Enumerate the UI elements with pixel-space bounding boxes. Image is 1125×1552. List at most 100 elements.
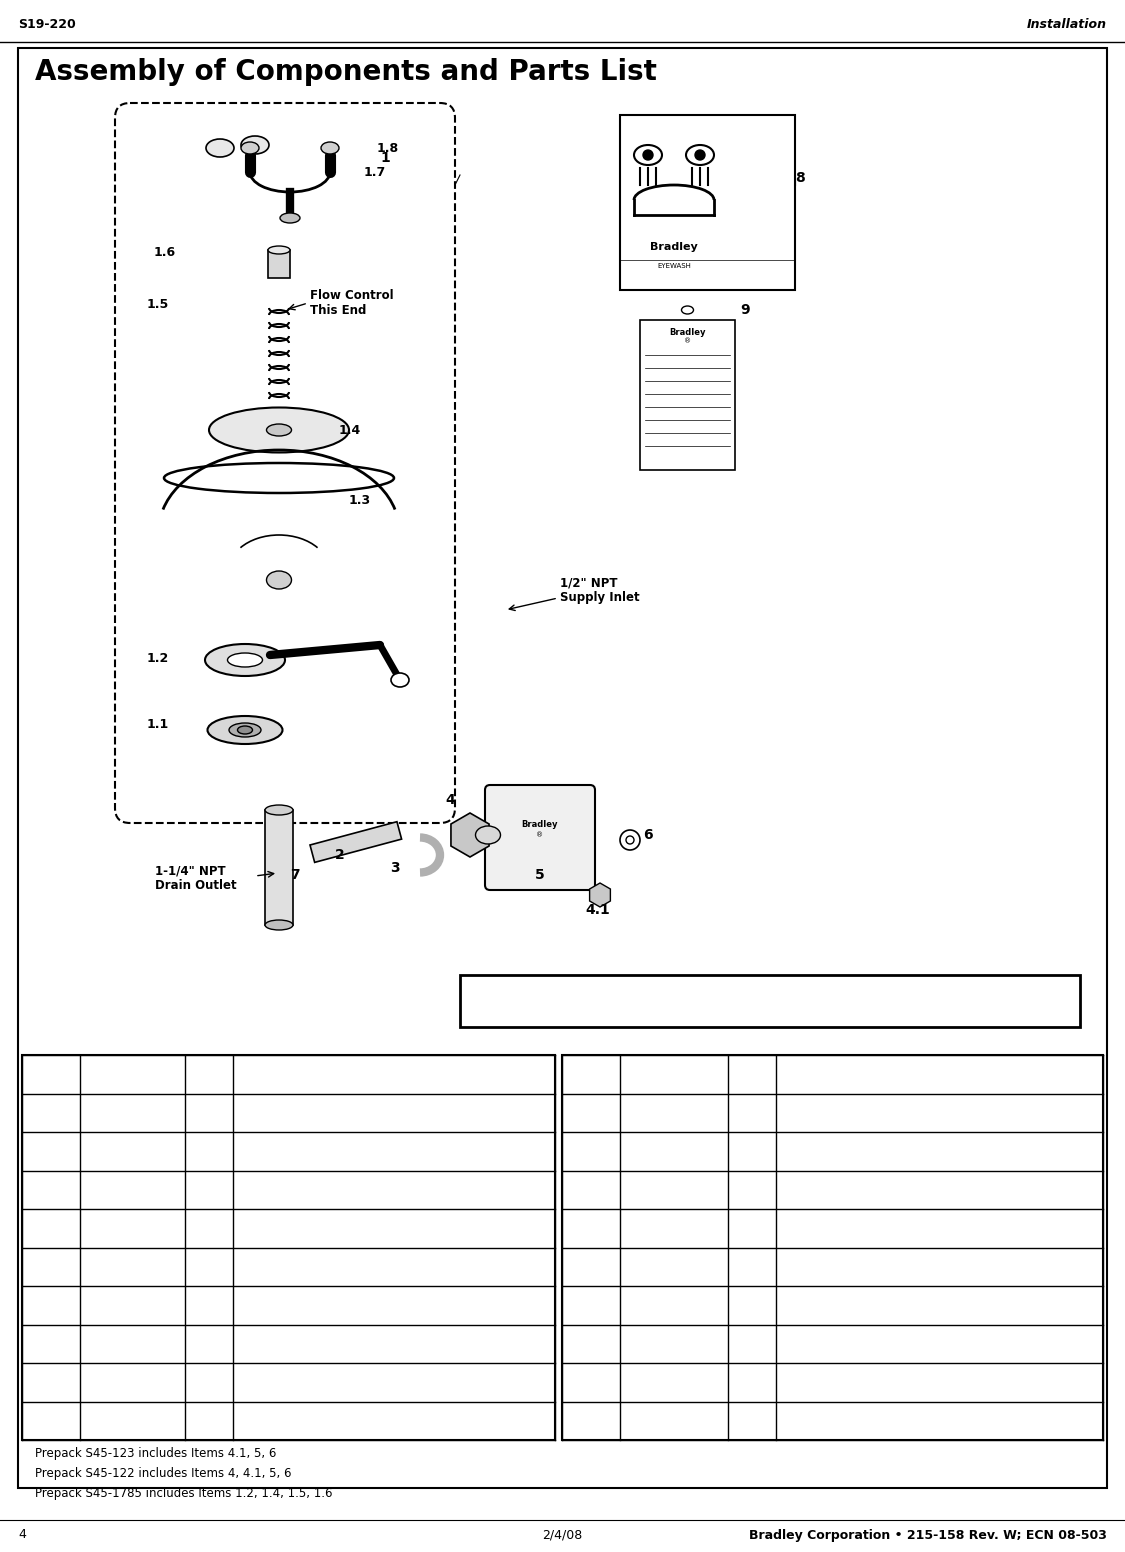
Bar [22, 1055, 555, 1440]
Text: Tailpiece: Tailpiece [784, 1338, 839, 1350]
Text: 1: 1 [748, 1338, 756, 1350]
Text: 1: 1 [380, 151, 390, 165]
Text: 4.1: 4.1 [582, 1221, 601, 1235]
Text: Washer: Washer [784, 1299, 831, 1311]
Text: Bradley: Bradley [669, 327, 705, 337]
Text: 1.1: 1.1 [147, 719, 169, 731]
Text: 3: 3 [390, 861, 399, 875]
Text: Part No.: Part No. [646, 1068, 703, 1080]
Text: 1/2" NPT
Supply Inlet: 1/2" NPT Supply Inlet [560, 576, 640, 604]
Text: Bradley Corporation • 215-158 Rev. W; ECN 08-503: Bradley Corporation • 215-158 Rev. W; EC… [749, 1529, 1107, 1541]
Text: Item: Item [35, 1068, 66, 1080]
Text: 8: 8 [795, 171, 804, 185]
Text: Gasket: Gasket [241, 1183, 285, 1197]
Text: 1: 1 [748, 1414, 756, 1428]
Ellipse shape [686, 144, 714, 165]
Text: Installation: Installation [1027, 19, 1107, 31]
Text: 4: 4 [446, 793, 454, 807]
Text: Bradley: Bradley [650, 242, 698, 251]
Bar [310, 821, 402, 863]
Text: Spacer, Drain: Spacer, Drain [241, 1338, 326, 1350]
Text: 114-051: 114-051 [648, 1375, 700, 1389]
Text: EYEWASH: EYEWASH [657, 262, 691, 268]
Text: Cup Strainer: Cup Strainer [241, 1260, 320, 1273]
Bar [620, 115, 795, 290]
Text: S05-091: S05-091 [107, 1375, 159, 1389]
Text: 142-002DA: 142-002DA [639, 1299, 709, 1311]
Text: Handle, Plastic: Handle, Plastic [784, 1260, 878, 1273]
Text: 113-006LQ: 113-006LQ [640, 1107, 709, 1119]
Ellipse shape [206, 140, 234, 157]
Text: Prepack S45-1785 includes Items 1.2, 1.4, 1.5, 1.6: Prepack S45-1785 includes Items 1.2, 1.4… [35, 1487, 333, 1499]
Text: Elbow: Elbow [784, 1145, 821, 1158]
Text: 4.1: 4.1 [586, 903, 611, 917]
Text: Eyewash Yoke Assembly: Eyewash Yoke Assembly [241, 1375, 393, 1389]
Text: 1.3: 1.3 [349, 494, 371, 506]
Text: 6: 6 [587, 1299, 595, 1311]
Ellipse shape [229, 723, 261, 737]
Text: Assembly of Components and Parts List: Assembly of Components and Parts List [35, 57, 657, 85]
Text: 1: 1 [748, 1145, 756, 1158]
Text: 154-058: 154-058 [107, 1221, 159, 1235]
Ellipse shape [241, 137, 269, 154]
Ellipse shape [209, 408, 349, 453]
Text: 5: 5 [587, 1260, 595, 1273]
Bar [562, 1055, 1102, 1440]
Ellipse shape [266, 805, 292, 815]
Text: 1.3: 1.3 [40, 1221, 61, 1235]
Ellipse shape [266, 920, 292, 930]
Text: Description: Description [784, 1068, 864, 1080]
Text: ®: ® [537, 832, 543, 838]
Text: 7: 7 [587, 1338, 595, 1350]
Text: 124-028: 124-028 [107, 1183, 159, 1197]
Text: 7: 7 [290, 868, 299, 882]
Text: 3: 3 [587, 1145, 595, 1158]
Text: Prepack S45-122 includes Items 4, 4.1, 5, 6: Prepack S45-122 includes Items 4, 4.1, 5… [35, 1467, 291, 1481]
Text: 1: 1 [206, 1260, 214, 1273]
Text: 1.2: 1.2 [40, 1183, 61, 1197]
Text: 110-215: 110-215 [648, 1221, 700, 1235]
Ellipse shape [268, 247, 290, 255]
Text: Plastic Receptor: Plastic Receptor [241, 1221, 342, 1235]
Text: 1: 1 [748, 1183, 756, 1197]
Text: ®: ® [684, 338, 691, 345]
Text: S90-293: S90-293 [107, 1107, 159, 1119]
Bar [266, 810, 292, 925]
Text: 1: 1 [206, 1338, 214, 1350]
Text: 1.7: 1.7 [363, 166, 386, 178]
Bar [268, 250, 290, 278]
Ellipse shape [644, 151, 652, 160]
Text: 1.6: 1.6 [154, 245, 176, 259]
Text: 1: 1 [206, 1145, 214, 1158]
Text: Safety Sign: Safety Sign [784, 1375, 856, 1389]
Text: 128-135: 128-135 [648, 1260, 700, 1273]
Text: 1: 1 [206, 1107, 214, 1119]
Text: 1: 1 [748, 1107, 756, 1119]
Text: 1: 1 [206, 1183, 214, 1197]
Text: Part No.: Part No. [104, 1068, 161, 1080]
Text: 1/2" Ball Valve with Nut: 1/2" Ball Valve with Nut [784, 1183, 933, 1197]
Ellipse shape [392, 674, 410, 688]
Text: 1: 1 [206, 1221, 214, 1235]
Text: 1-1/4" NPT
Drain Outlet: 1-1/4" NPT Drain Outlet [155, 864, 236, 892]
Text: 4: 4 [587, 1183, 595, 1197]
Ellipse shape [626, 837, 634, 844]
Text: Qty: Qty [197, 1068, 222, 1080]
Text: 1: 1 [748, 1221, 756, 1235]
Text: S19-220: S19-220 [18, 19, 75, 31]
Text: 269-167: 269-167 [648, 1338, 700, 1350]
Ellipse shape [682, 306, 693, 314]
Text: 169-025: 169-025 [648, 1145, 700, 1158]
Text: 1.5: 1.5 [40, 1299, 61, 1311]
Text: 1.7: 1.7 [40, 1375, 61, 1389]
Text: 8: 8 [587, 1375, 595, 1389]
Text: 204-421: 204-421 [648, 1414, 700, 1428]
Text: 1: 1 [206, 1375, 214, 1389]
Text: 111-061: 111-061 [107, 1145, 159, 1158]
Text: 1: 1 [748, 1375, 756, 1389]
Text: 1.6: 1.6 [40, 1338, 61, 1350]
Ellipse shape [237, 726, 252, 734]
Ellipse shape [267, 571, 291, 590]
Ellipse shape [241, 141, 259, 154]
Ellipse shape [205, 644, 285, 677]
